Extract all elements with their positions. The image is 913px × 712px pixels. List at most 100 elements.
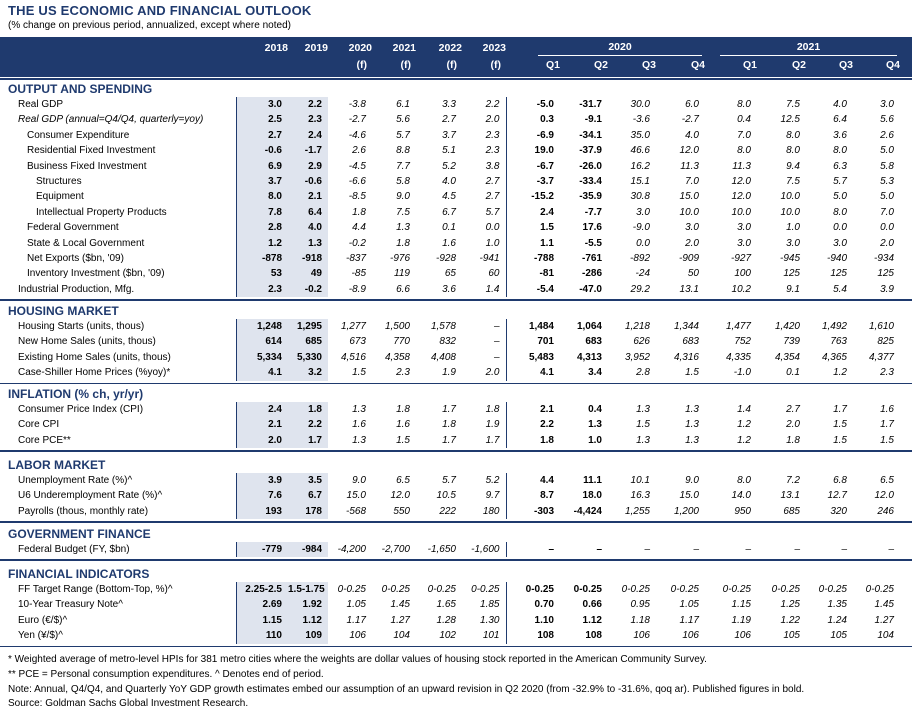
data-cell: 6.3 xyxy=(833,160,847,172)
data-cell: -1,650 xyxy=(427,544,456,555)
section-title: LABOR MARKET xyxy=(8,458,106,472)
data-cell: -3.6 xyxy=(632,114,650,126)
data-cell: 626 xyxy=(633,336,650,348)
data-cell: -1.7 xyxy=(288,143,328,159)
col-header-quarter: Q4 xyxy=(690,59,705,71)
data-cell: 1.35 xyxy=(827,599,847,611)
data-cell: 5.6 xyxy=(880,114,894,126)
row-pad xyxy=(900,433,912,448)
data-cell: 1.6 xyxy=(880,404,894,415)
data-cell: – xyxy=(644,544,650,555)
data-cell: 763 xyxy=(830,336,847,348)
data-cell: 0-0.25 xyxy=(621,584,650,595)
data-cell: 7.0 xyxy=(737,129,751,141)
data-cell: 3.3 xyxy=(442,99,456,110)
data-cell: 1.0 xyxy=(588,434,602,446)
data-cell: 0-0.25 xyxy=(722,584,751,595)
data-cell: 0.3 xyxy=(505,112,560,128)
data-cell: 2.7 xyxy=(442,114,456,126)
section-title: GOVERNMENT FINANCE xyxy=(8,527,151,541)
section-table: FF Target Range (Bottom-Top, %)^ 2.25-2.5… xyxy=(0,582,913,644)
data-cell: – xyxy=(841,544,847,555)
row-pad xyxy=(900,220,912,235)
data-cell: 1.10 xyxy=(505,612,560,629)
data-cell: 8.0 xyxy=(737,475,751,486)
data-cell: – xyxy=(888,544,894,555)
data-cell: 1.12 xyxy=(582,614,602,626)
data-cell: -7.7 xyxy=(584,206,602,218)
footnote: Source: Goldman Sachs Global Investment … xyxy=(8,698,249,709)
data-cell: 1,248 xyxy=(235,319,288,335)
data-cell: 3.8 xyxy=(485,160,500,172)
data-cell: 5,334 xyxy=(235,349,288,366)
section-divider xyxy=(0,521,912,523)
data-cell: 1,277 xyxy=(340,321,366,332)
data-cell: 8.8 xyxy=(396,145,410,157)
row-label: Housing Starts (units, thous) xyxy=(18,321,145,332)
table-row: Payrolls (thous, monthly rate) 193 178 -568… xyxy=(0,503,912,520)
data-cell: 7.0 xyxy=(880,206,894,218)
data-cell: 105 xyxy=(783,630,800,642)
data-cell: 3.0 xyxy=(833,237,847,249)
data-cell: -8.5 xyxy=(348,191,366,203)
table-row: Real GDP (annual=Q4/Q4, quarterly=yoy) 2.… xyxy=(0,112,912,128)
data-cell: 1,500 xyxy=(384,321,410,332)
data-cell: 6.4 xyxy=(833,114,847,126)
data-cell: 11.3 xyxy=(732,160,751,172)
row-pad xyxy=(900,504,912,519)
data-cell: 2.8 xyxy=(235,220,288,236)
row-label: Federal Budget (FY, $bn) xyxy=(18,544,130,555)
data-cell: 15.1 xyxy=(630,176,650,188)
data-cell: 0-0.25 xyxy=(337,584,366,595)
data-cell: 683 xyxy=(585,336,602,348)
data-cell: 2.0 xyxy=(880,237,894,249)
data-cell: 1.8 xyxy=(396,404,410,415)
data-cell: 2.2 xyxy=(485,99,500,110)
data-cell: 3.6 xyxy=(833,129,847,141)
section-divider xyxy=(0,450,912,452)
data-cell: 109 xyxy=(288,628,328,644)
data-cell: -5.0 xyxy=(505,97,560,113)
data-cell: 3.7 xyxy=(235,174,288,190)
footnote: Note: Annual, Q4/Q4, and Quarterly YoY G… xyxy=(8,684,805,695)
row-pad xyxy=(900,582,912,597)
data-cell: 15.0 xyxy=(679,191,699,203)
data-cell: -6.6 xyxy=(348,176,366,188)
data-cell: 1.05 xyxy=(679,599,699,611)
data-cell: 10.1 xyxy=(630,475,650,486)
page-subtitle: (% change on previous period, annualized… xyxy=(8,20,291,31)
data-cell: -928 xyxy=(435,253,456,265)
data-cell: 4.1 xyxy=(505,365,560,381)
row-pad xyxy=(900,350,912,365)
section-table: Housing Starts (units, thous) 1,248 1,295 1… xyxy=(0,319,913,381)
data-cell: 4,516 xyxy=(340,351,366,363)
data-cell: -24 xyxy=(635,268,650,280)
data-cell: 8.0 xyxy=(786,129,800,141)
data-cell: -1,600 xyxy=(471,544,500,555)
data-cell: 2.5 xyxy=(235,112,288,128)
data-cell: 4.1 xyxy=(235,365,288,381)
table-row: Consumer Expenditure 2.7 2.4 -4.6 5.7 3.7 2.3-… xyxy=(0,127,912,144)
section-title: OUTPUT AND SPENDING xyxy=(8,82,153,96)
data-cell: 685 xyxy=(288,334,328,350)
data-cell: 1.5 xyxy=(833,434,847,446)
data-cell: -984 xyxy=(288,542,328,558)
data-cell: 2.8 xyxy=(636,367,650,379)
data-cell: 5.7 xyxy=(396,129,410,141)
data-cell: 673 xyxy=(349,336,366,348)
data-cell: 3.9 xyxy=(235,473,288,489)
col-header-quarter: Q2 xyxy=(593,59,608,71)
data-cell: 1,200 xyxy=(673,505,699,517)
data-cell: -0.6 xyxy=(288,174,328,190)
data-cell: 2.6 xyxy=(352,145,366,157)
data-cell: 8.0 xyxy=(235,189,288,205)
data-cell: 9.1 xyxy=(786,283,800,295)
data-cell: 1.5 xyxy=(352,367,366,379)
data-cell: 0.0 xyxy=(485,222,500,234)
data-cell: -15.2 xyxy=(505,189,560,205)
data-cell: -9.0 xyxy=(632,222,650,234)
data-cell: 6.1 xyxy=(396,99,410,110)
table-row: Existing Home Sales (units, thous) 5,334 5… xyxy=(0,349,912,366)
data-cell: 1.45 xyxy=(390,599,410,611)
data-cell: – xyxy=(493,336,500,348)
